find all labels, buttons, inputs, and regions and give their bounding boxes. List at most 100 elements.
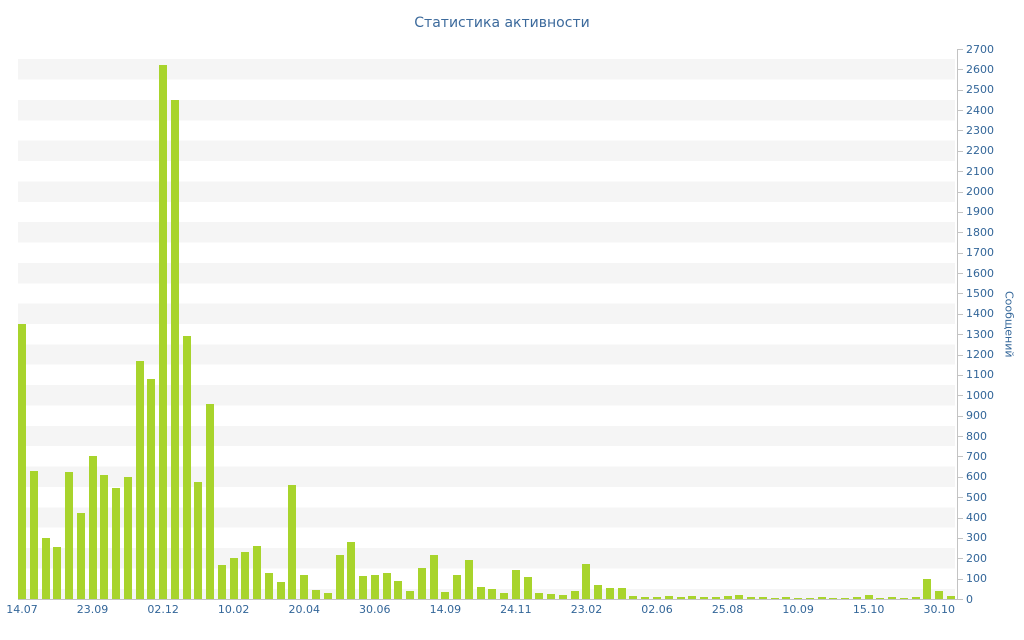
x-axis-tick-label: 10.09 xyxy=(782,603,814,616)
y-axis-tick-mark xyxy=(958,578,963,580)
y-axis-tick-mark xyxy=(958,293,963,295)
y-axis-tick-label: 2000 xyxy=(966,185,994,199)
x-axis-tick-label: 25.08 xyxy=(711,603,744,616)
bar xyxy=(359,575,368,599)
x-axis-tick-label: 20.04 xyxy=(288,603,320,616)
y-axis-tick-label: 1300 xyxy=(966,327,994,341)
bar xyxy=(794,597,803,599)
bar xyxy=(406,590,415,599)
bar xyxy=(76,513,85,599)
bar xyxy=(370,574,379,599)
bar xyxy=(170,99,179,599)
bar xyxy=(770,597,779,599)
y-axis-tick-mark xyxy=(958,49,963,50)
bar xyxy=(617,587,626,599)
y-axis-tick-label: 2700 xyxy=(966,42,994,56)
y-axis-tick-mark xyxy=(958,171,963,173)
bar xyxy=(453,574,462,599)
y-axis-tick-label: 700 xyxy=(966,449,987,463)
bar xyxy=(18,324,26,599)
x-axis-tick-label: 02.12 xyxy=(147,603,179,616)
y-axis-tick-label: 1200 xyxy=(966,348,994,362)
bar xyxy=(605,587,614,599)
y-axis-tick-mark xyxy=(958,89,963,91)
x-axis-tick-label: 30.10 xyxy=(923,603,955,616)
x-axis-tick-label: 24.11 xyxy=(500,603,532,616)
x-axis-tick-label: 23.09 xyxy=(76,603,109,616)
x-axis-tick-label: 14.07 xyxy=(6,603,38,616)
bar xyxy=(876,597,885,599)
bar xyxy=(335,555,344,599)
bar xyxy=(429,555,438,599)
bar xyxy=(29,470,38,599)
y-axis-tick-label: 1100 xyxy=(966,368,994,382)
bar xyxy=(735,594,744,599)
bar xyxy=(523,576,532,599)
y-axis-tick-label: 1800 xyxy=(966,225,994,239)
bar xyxy=(347,541,356,599)
x-axis-tick-label: 23.02 xyxy=(570,603,603,616)
bar xyxy=(159,65,168,599)
bar xyxy=(511,570,520,599)
bar xyxy=(535,592,544,599)
bar xyxy=(147,379,156,599)
y-axis-tick-label: 900 xyxy=(966,409,987,423)
y-axis-tick-label: 1000 xyxy=(966,388,994,402)
y-axis-tick-mark xyxy=(958,558,963,560)
y-axis-tick-label: 800 xyxy=(966,429,987,443)
x-axis-tick-label: 02.06 xyxy=(641,603,673,616)
bar xyxy=(135,360,144,599)
y-axis-line xyxy=(957,49,958,600)
bar xyxy=(653,596,661,599)
bar-series xyxy=(18,49,955,599)
x-axis-tick-label: 15.10 xyxy=(852,603,885,616)
bar xyxy=(288,484,297,599)
bar xyxy=(841,597,850,599)
bar xyxy=(888,597,897,599)
y-axis-tick-mark xyxy=(958,69,963,71)
y-axis-tick-mark xyxy=(958,150,963,152)
y-axis-tick-mark xyxy=(958,456,963,458)
bar xyxy=(206,404,215,599)
bar xyxy=(464,560,473,599)
y-axis-tick-label: 100 xyxy=(966,572,987,586)
bar xyxy=(300,574,309,599)
bar xyxy=(570,590,579,599)
bar xyxy=(500,592,509,599)
y-axis-tick-mark xyxy=(958,374,963,376)
bar xyxy=(194,481,203,599)
bar xyxy=(829,597,838,599)
bar xyxy=(253,546,262,599)
x-axis-line xyxy=(18,599,958,600)
y-axis-tick-mark xyxy=(958,110,963,112)
x-axis-tick-label: 30.06 xyxy=(359,603,391,616)
bar xyxy=(100,474,109,599)
y-axis-tick-mark xyxy=(958,191,963,193)
y-axis-tick-label: 400 xyxy=(966,511,987,525)
x-axis-labels: 14.07 23.09 02.12 10.02 20.04 30.06 14.09 24.11… xyxy=(6,603,955,617)
bar xyxy=(747,596,756,599)
bar xyxy=(711,596,720,599)
bar xyxy=(53,547,62,599)
bar xyxy=(594,584,603,599)
bar xyxy=(112,487,121,599)
x-axis-tick-label: 10.02 xyxy=(217,603,250,616)
bar xyxy=(417,568,426,599)
y-axis-tick-mark xyxy=(958,497,963,499)
bar xyxy=(323,592,332,599)
bar xyxy=(441,591,450,599)
bar xyxy=(641,596,650,599)
bar xyxy=(382,572,391,599)
bar xyxy=(852,596,861,599)
bar xyxy=(88,456,97,599)
bar xyxy=(276,581,285,599)
chart-title: Статистика активности xyxy=(414,15,590,31)
y-axis-tick-label: 1700 xyxy=(966,246,994,260)
y-axis-tick-label: 2200 xyxy=(966,144,994,158)
y-axis-tick-label: 1400 xyxy=(966,307,994,321)
y-axis-tick-mark xyxy=(958,537,963,539)
bar xyxy=(476,586,485,599)
bar xyxy=(899,597,908,599)
bar xyxy=(947,595,955,599)
